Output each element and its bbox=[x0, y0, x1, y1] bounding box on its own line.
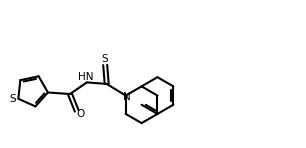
Text: O: O bbox=[76, 109, 84, 119]
Text: S: S bbox=[102, 54, 109, 64]
Text: N: N bbox=[123, 92, 131, 102]
Text: S: S bbox=[9, 94, 16, 104]
Text: HN: HN bbox=[77, 72, 93, 82]
